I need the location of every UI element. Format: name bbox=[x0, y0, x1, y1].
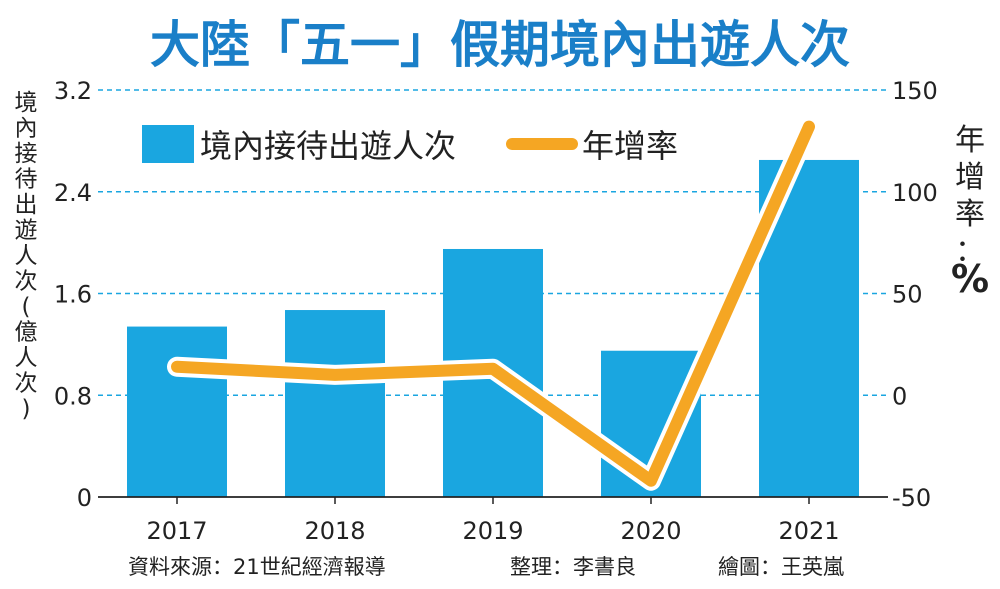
right-y-axis: -50 0 50 100 150 bbox=[892, 77, 938, 512]
x-tick-label: 2019 bbox=[462, 517, 523, 545]
left-axis-label-char: 人 bbox=[15, 243, 38, 269]
left-axis-label-char: ) bbox=[22, 396, 31, 422]
left-y-axis: 0 0.8 1.6 2.4 3.2 bbox=[54, 77, 92, 512]
x-tick-label: 2018 bbox=[304, 517, 365, 545]
right-axis-label-char: % bbox=[951, 257, 989, 301]
artist-note: 繪圖：王英嵐 bbox=[718, 555, 844, 579]
bar bbox=[127, 326, 227, 497]
x-tick-label: 2021 bbox=[778, 517, 839, 545]
left-tick-label: 2.4 bbox=[54, 179, 92, 207]
right-axis-label-char: 年 bbox=[955, 123, 985, 158]
chart-title: 大陸「五一」假期境內出遊人次 bbox=[150, 16, 850, 74]
right-tick-label: 100 bbox=[892, 179, 938, 207]
right-tick-label: 50 bbox=[892, 281, 923, 309]
left-axis-label-char: 次 bbox=[15, 269, 38, 295]
left-axis-label-char: 接 bbox=[15, 141, 38, 167]
right-tick-label: 0 bbox=[892, 382, 907, 410]
x-axis: 2017 2018 2019 2020 2021 bbox=[98, 496, 888, 545]
legend: 境內接待出遊人次 年增率 bbox=[142, 125, 678, 165]
right-axis-label: 年增率：% bbox=[951, 123, 989, 301]
grid-lines bbox=[98, 89, 888, 397]
left-axis-label-char: 人 bbox=[15, 345, 38, 371]
left-axis-label-char: 境 bbox=[15, 90, 38, 116]
left-axis-label: 境內接待出遊人次(億人次) bbox=[15, 90, 38, 422]
left-axis-label-char: 待 bbox=[15, 167, 38, 193]
growth-line bbox=[167, 116, 819, 491]
bars bbox=[127, 159, 859, 497]
left-axis-label-char: 次 bbox=[15, 371, 38, 397]
legend-bar-label: 境內接待出遊人次 bbox=[200, 127, 456, 165]
source-note: 資料來源：21世紀經濟報導 bbox=[128, 555, 386, 579]
left-axis-label-char: ( bbox=[22, 294, 31, 320]
editor-note: 整理：李書良 bbox=[510, 555, 636, 579]
left-tick-label: 1.6 bbox=[54, 281, 92, 309]
growth-line-path bbox=[171, 120, 815, 487]
x-tick-label: 2020 bbox=[620, 517, 681, 545]
right-axis-label-char: 增 bbox=[955, 160, 985, 195]
legend-line-label: 年增率 bbox=[582, 127, 678, 165]
left-axis-label-char: 遊 bbox=[15, 218, 38, 244]
right-tick-label: -50 bbox=[892, 484, 931, 512]
left-tick-label: 0 bbox=[77, 484, 92, 512]
left-axis-label-char: 億 bbox=[15, 320, 38, 346]
right-tick-label: 150 bbox=[892, 77, 938, 105]
right-axis-label-char: ： bbox=[955, 234, 985, 269]
left-axis-label-char: 內 bbox=[15, 116, 38, 142]
x-tick-label: 2017 bbox=[146, 517, 207, 545]
left-tick-label: 3.2 bbox=[54, 77, 92, 105]
left-axis-label-char: 出 bbox=[15, 192, 38, 218]
legend-bar-swatch bbox=[142, 125, 194, 163]
right-axis-label-char: 率 bbox=[955, 197, 985, 232]
bar bbox=[285, 310, 385, 497]
left-tick-label: 0.8 bbox=[54, 382, 92, 410]
